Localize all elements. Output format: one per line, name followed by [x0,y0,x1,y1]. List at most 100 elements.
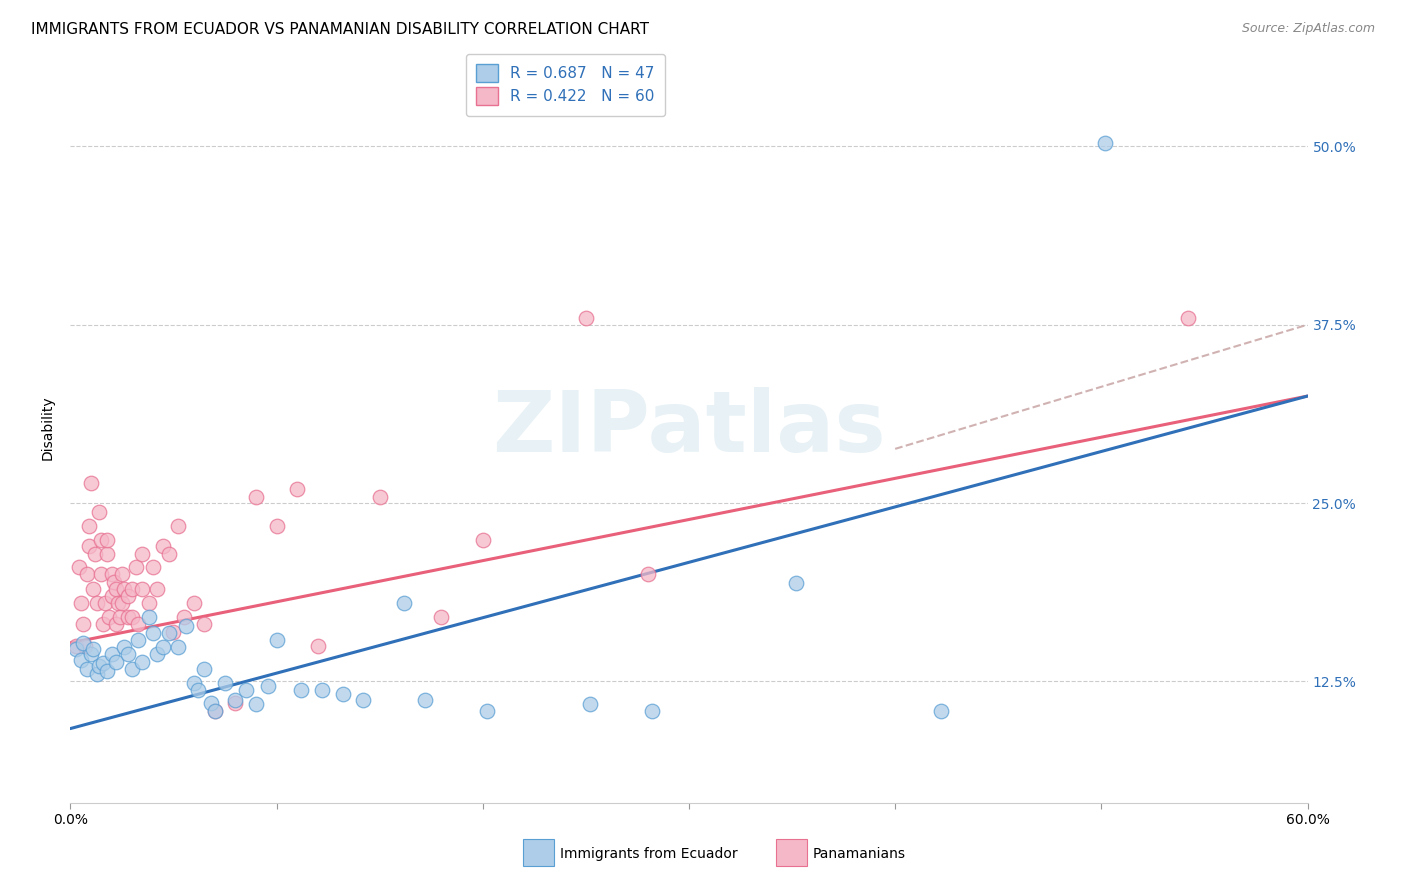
Point [641,705,664,719]
Point [152,640,174,655]
Point [72,617,94,632]
Point [1094,136,1116,151]
Point [111,596,134,610]
Point [193,617,215,632]
Point [204,705,226,719]
Point [72,636,94,650]
Point [183,596,205,610]
Point [80,648,103,662]
Point [352,693,374,707]
Point [257,679,280,693]
Point [108,610,131,624]
Point [65,639,87,653]
Point [157,548,180,562]
Point [166,640,188,655]
Point [146,582,169,596]
Point [637,567,659,582]
Point [142,560,165,574]
Point [100,648,122,662]
Text: Immigrants from Ecuador: Immigrants from Ecuador [560,847,737,861]
Point [107,596,129,610]
Point [193,662,215,676]
Point [266,519,288,533]
Legend: R = 0.687   N = 47, R = 0.422   N = 60: R = 0.687 N = 47, R = 0.422 N = 60 [465,54,665,116]
Point [245,698,267,712]
Point [96,533,118,548]
Point [76,662,98,676]
Point [112,582,135,596]
Point [100,567,122,582]
Point [111,567,134,582]
Point [104,655,127,669]
Text: Panamanians: Panamanians [813,847,905,861]
Point [162,624,184,639]
Point [117,610,139,624]
Point [285,482,308,496]
Point [131,655,153,669]
Point [121,610,143,624]
Point [84,548,107,562]
Point [575,310,598,325]
Point [77,519,100,533]
Point [89,658,111,673]
Point [142,626,165,640]
Text: IMMIGRANTS FROM ECUADOR VS PANAMANIAN DISABILITY CORRELATION CHART: IMMIGRANTS FROM ECUADOR VS PANAMANIAN DI… [31,22,650,37]
Point [89,505,111,519]
Point [413,693,436,707]
Text: Source: ZipAtlas.com: Source: ZipAtlas.com [1241,22,1375,36]
Point [67,560,90,574]
Point [224,693,246,707]
Text: ZIPatlas: ZIPatlas [492,386,886,470]
Point [69,596,91,610]
Point [86,596,108,610]
Point [471,533,494,548]
Point [90,567,112,582]
Point [91,617,114,632]
Point [157,626,180,640]
Point [121,662,143,676]
Point [224,696,246,710]
Point [131,582,153,596]
Point [69,653,91,667]
Point [307,639,329,653]
Point [76,567,98,582]
Point [200,696,222,710]
Point [290,683,312,698]
Point [152,539,174,553]
Y-axis label: Disability: Disability [41,396,55,460]
Point [173,610,195,624]
Point [103,574,125,589]
Point [174,619,197,633]
Point [96,665,118,679]
Point [183,676,205,690]
Point [138,610,160,624]
Point [65,641,87,656]
Point [127,633,149,648]
Point [125,560,148,574]
Point [235,683,257,698]
Point [131,548,153,562]
Point [82,641,104,656]
Point [127,617,149,632]
Point [929,705,952,719]
Point [86,667,108,681]
Point [146,648,169,662]
Point [94,596,117,610]
Point [80,476,103,491]
Point [100,589,122,603]
Point [73,639,96,653]
Point [785,576,807,591]
Point [104,582,127,596]
Point [475,705,498,719]
Point [96,548,118,562]
Point [187,683,209,698]
Point [394,596,416,610]
Point [368,491,391,505]
Point [166,519,188,533]
Point [90,533,112,548]
Point [121,582,143,596]
Point [138,596,160,610]
Point [112,640,135,655]
Point [82,582,104,596]
Point [245,491,267,505]
